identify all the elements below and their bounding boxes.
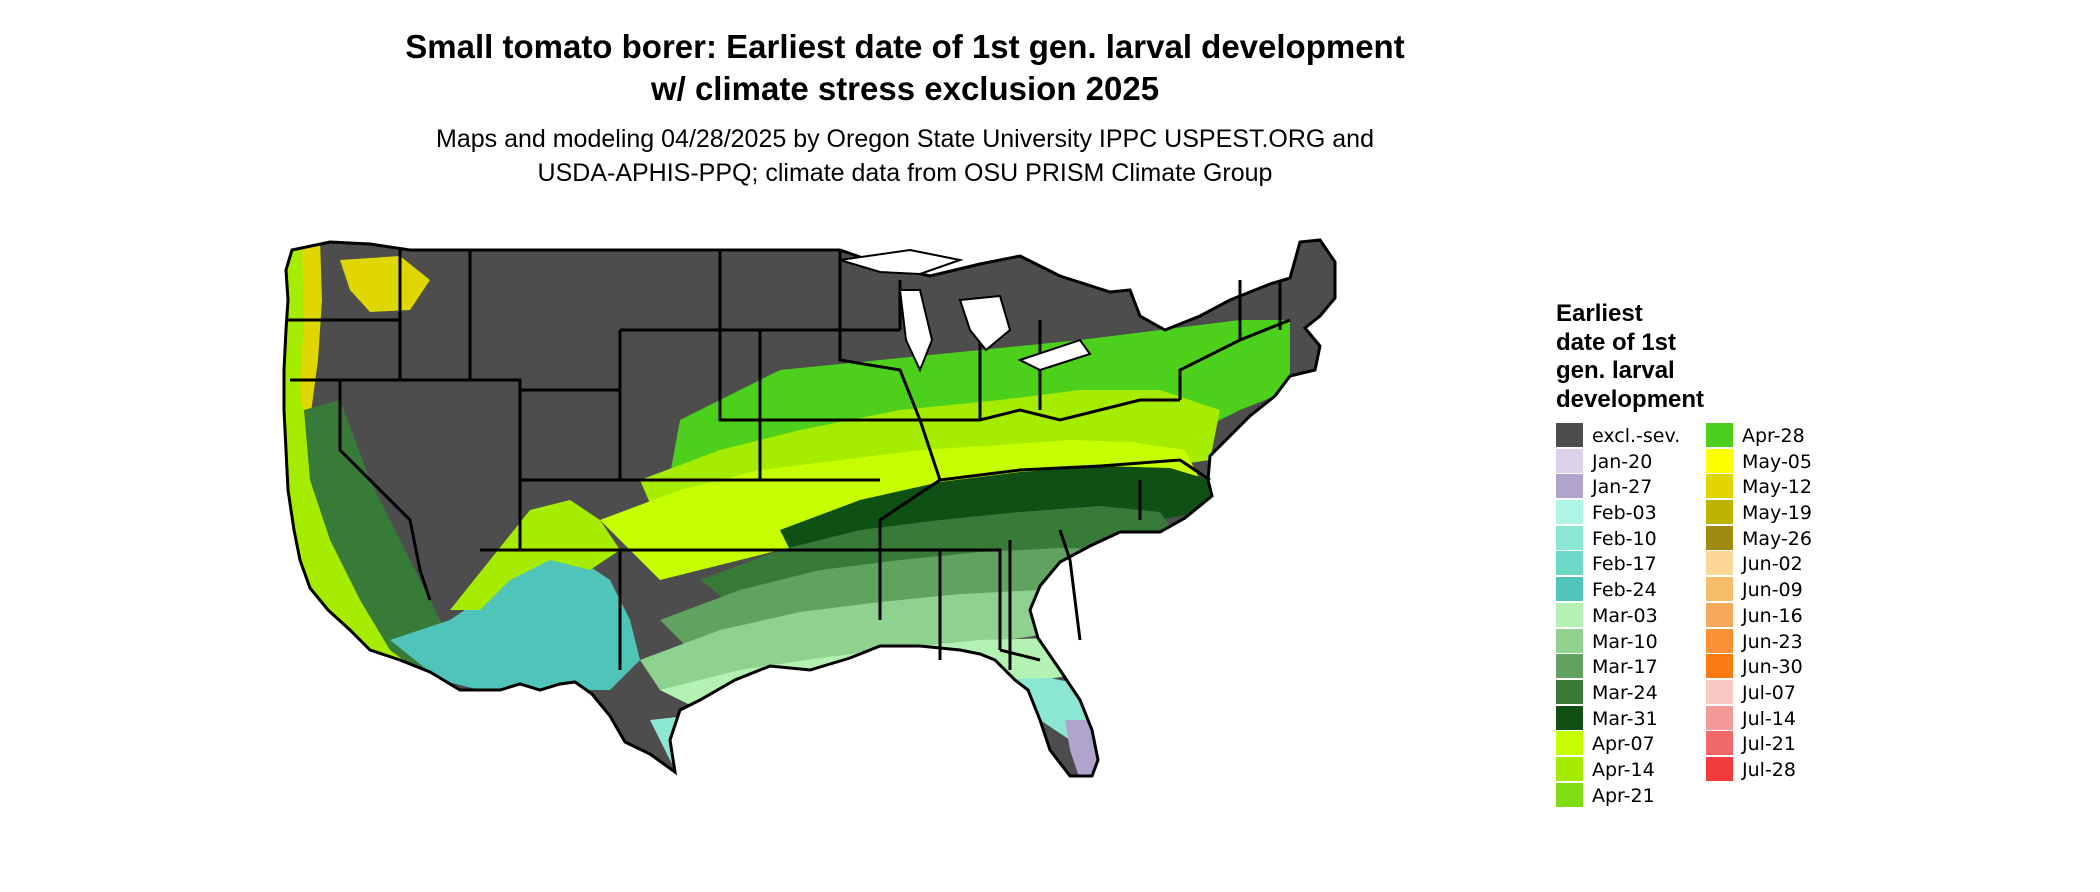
legend-swatch <box>1706 603 1733 627</box>
legend-label: Feb-24 <box>1592 579 1657 601</box>
legend-label: May-05 <box>1742 451 1812 473</box>
legend-label: Feb-10 <box>1592 528 1657 550</box>
legend-swatch <box>1706 731 1733 755</box>
legend-label: Jan-27 <box>1592 476 1652 498</box>
legend-label: Apr-14 <box>1592 759 1655 781</box>
legend-label: Jun-09 <box>1742 579 1803 601</box>
title-line-1: Small tomato borer: Earliest date of 1st… <box>360 26 1450 68</box>
legend-label: Mar-24 <box>1592 682 1658 704</box>
map-title: Small tomato borer: Earliest date of 1st… <box>360 26 1450 110</box>
legend-label: Mar-03 <box>1592 605 1658 627</box>
legend-swatch <box>1706 526 1733 550</box>
legend-title-line: gen. larval <box>1556 357 1756 386</box>
legend-label: Jul-28 <box>1742 759 1796 781</box>
legend-swatch <box>1706 449 1733 473</box>
legend-swatch <box>1556 783 1583 807</box>
us-phenology-map <box>280 220 1540 890</box>
legend-swatch <box>1706 680 1733 704</box>
legend-title-line: development <box>1556 386 1756 415</box>
legend-label: Jul-14 <box>1742 708 1796 730</box>
legend-swatch <box>1556 680 1583 704</box>
legend-swatch <box>1706 629 1733 653</box>
legend-swatch <box>1556 474 1583 498</box>
legend-swatch <box>1706 500 1733 524</box>
legend-label: Apr-21 <box>1592 785 1655 807</box>
legend-swatch <box>1556 449 1583 473</box>
legend-swatch <box>1706 757 1733 781</box>
legend-label: excl.-sev. <box>1592 425 1680 447</box>
legend-label: Jun-02 <box>1742 553 1803 575</box>
legend-swatch <box>1706 474 1733 498</box>
legend-label: Jun-23 <box>1742 631 1803 653</box>
subtitle-line-2: USDA-APHIS-PPQ; climate data from OSU PR… <box>360 156 1450 190</box>
gulf-coast-feb <box>650 678 1130 780</box>
legend-label: May-12 <box>1742 476 1812 498</box>
legend-label: May-26 <box>1742 528 1812 550</box>
legend-swatch <box>1556 706 1583 730</box>
legend-swatch <box>1706 654 1733 678</box>
legend-swatch <box>1706 551 1733 575</box>
subtitle-line-1: Maps and modeling 04/28/2025 by Oregon S… <box>360 122 1450 156</box>
legend-swatch <box>1556 423 1583 447</box>
legend-label: Feb-17 <box>1592 553 1657 575</box>
legend-label: Apr-28 <box>1742 425 1805 447</box>
legend-swatch <box>1556 629 1583 653</box>
map-subtitle: Maps and modeling 04/28/2025 by Oregon S… <box>360 122 1450 190</box>
legend-label: Mar-17 <box>1592 656 1658 678</box>
legend-label: Mar-31 <box>1592 708 1658 730</box>
legend-swatch <box>1706 423 1733 447</box>
legend-swatch <box>1556 731 1583 755</box>
legend-label: Jan-20 <box>1592 451 1652 473</box>
legend-swatch <box>1706 577 1733 601</box>
legend-title-line: Earliest <box>1556 300 1756 329</box>
legend-label: Apr-07 <box>1592 733 1655 755</box>
legend-title: Earliest date of 1st gen. larval develop… <box>1556 300 1756 414</box>
legend-swatch <box>1556 526 1583 550</box>
legend-label: Jul-07 <box>1742 682 1796 704</box>
legend-swatch <box>1556 603 1583 627</box>
legend-swatch <box>1556 577 1583 601</box>
legend-title-line: date of 1st <box>1556 329 1756 358</box>
legend-label: Jun-16 <box>1742 605 1803 627</box>
legend-label: Mar-10 <box>1592 631 1658 653</box>
legend-label: May-19 <box>1742 502 1812 524</box>
legend-swatch <box>1556 551 1583 575</box>
legend-label: Feb-03 <box>1592 502 1657 524</box>
legend-label: Jul-21 <box>1742 733 1796 755</box>
legend-swatch <box>1556 500 1583 524</box>
title-line-2: w/ climate stress exclusion 2025 <box>360 68 1450 110</box>
legend-swatch <box>1556 757 1583 781</box>
legend-swatch <box>1706 706 1733 730</box>
legend-swatch <box>1556 654 1583 678</box>
legend-label: Jun-30 <box>1742 656 1803 678</box>
